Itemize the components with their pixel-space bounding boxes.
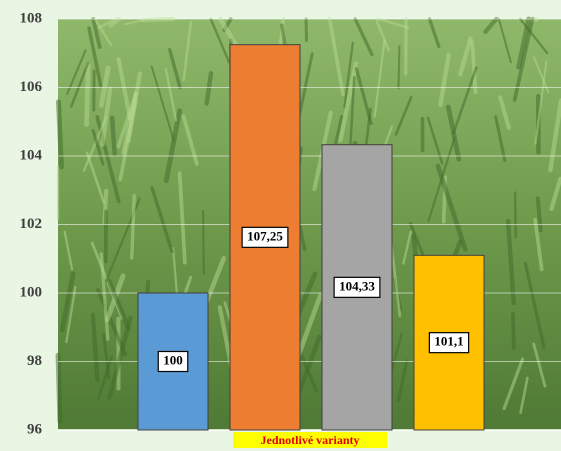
wheat-leaf <box>519 17 549 55</box>
wheat-leaf <box>202 209 205 275</box>
wheat-leaf <box>55 352 63 424</box>
wheat-leaf <box>513 191 517 239</box>
y-tick-label: 108 <box>20 10 43 26</box>
wheat-leaf <box>90 312 100 383</box>
y-tick-label: 104 <box>20 147 43 163</box>
wheat-leaf <box>164 67 178 122</box>
wheat-leaf <box>55 99 65 170</box>
wheat-leaf <box>96 288 128 357</box>
wheat-leaf <box>97 17 117 29</box>
wheat-leaf <box>98 65 111 108</box>
value-label: 107,25 <box>247 228 283 243</box>
y-tick-label: 96 <box>27 421 43 437</box>
wheat-leaf <box>91 17 102 50</box>
wheat-leaf <box>96 356 113 402</box>
wheat-leaf <box>177 171 187 265</box>
value-label-box <box>241 226 289 248</box>
wheat-leaf <box>107 315 133 400</box>
wheat-leaf <box>91 128 105 166</box>
wheat-leaf <box>397 45 401 90</box>
wheat-leaf <box>100 86 113 147</box>
wheat-leaf <box>534 60 548 145</box>
y-tick-label: 106 <box>20 79 43 95</box>
wheat-leaf <box>373 39 386 118</box>
wheat-leaf <box>209 17 231 64</box>
wheat-leaf <box>502 357 525 411</box>
wheat-leaf <box>124 17 149 26</box>
wheat-leaf <box>150 186 174 254</box>
wheat-leaf <box>535 196 543 233</box>
wheat-leaf <box>533 56 550 94</box>
wheat-leaf <box>402 230 412 265</box>
wheat-leaf <box>519 376 529 414</box>
wheat-leaf <box>494 115 507 163</box>
wheat-leaf <box>84 62 91 127</box>
wheat-leaf <box>106 278 131 331</box>
wheat-leaf <box>108 16 122 28</box>
wheat-leaf <box>102 333 111 380</box>
wheat-leaf <box>451 66 478 136</box>
wheat-leaf <box>394 95 413 136</box>
wheat-leaf <box>116 57 133 121</box>
value-label: 104,33 <box>339 278 375 293</box>
value-label-box <box>157 350 189 373</box>
wheat-leaf <box>327 17 345 97</box>
wheat-leaf <box>516 16 531 70</box>
wheat-leaf <box>63 230 74 271</box>
wheat-leaf <box>130 194 136 260</box>
wheat-leaf <box>533 217 544 272</box>
wheat-leaf <box>532 342 547 388</box>
wheat-leaf <box>512 17 535 102</box>
wheat-leaf <box>82 115 108 172</box>
wheat-leaf <box>427 17 441 49</box>
wheat-leaf <box>126 71 143 144</box>
y-tick-label: 100 <box>20 284 43 300</box>
wheat-leaf <box>163 108 183 184</box>
value-label: 101,1 <box>434 334 463 349</box>
wheat-leaf <box>109 115 117 157</box>
wheat-leaf <box>549 176 561 212</box>
wheat-leaf <box>182 20 193 82</box>
wheat-leaf <box>87 26 103 88</box>
value-label-box <box>333 276 381 298</box>
y-tick-label: 102 <box>20 216 43 232</box>
wheat-leaf <box>204 71 214 106</box>
x-label-background <box>233 432 387 448</box>
wheat-leaf <box>435 163 468 252</box>
value-label: 100 <box>163 352 183 367</box>
wheat-leaf <box>498 95 511 130</box>
wheat-leaf <box>70 61 90 108</box>
wheat-leaf <box>66 49 87 96</box>
wheat-leaf <box>168 48 182 90</box>
wheat-leaf <box>458 36 473 77</box>
wheat-leaf <box>85 151 106 205</box>
wheat-leaf <box>150 65 175 142</box>
wheat-leaf <box>59 271 76 333</box>
wheat-leaf <box>377 17 410 30</box>
wheat-leaf <box>353 17 374 57</box>
wheat-leaf <box>497 17 512 64</box>
wheat-leaf <box>511 312 516 351</box>
wheat-leaf <box>65 285 77 344</box>
wheat-leaf <box>505 218 516 306</box>
wheat-leaf <box>548 98 561 173</box>
wheat-leaf <box>483 16 499 34</box>
wheat-leaf <box>374 17 390 52</box>
wheat-leaf <box>438 52 451 108</box>
wheat-leaf <box>470 39 478 95</box>
wheat-leaf <box>99 252 110 341</box>
value-label-box <box>428 332 470 354</box>
wheat-leaf <box>93 17 113 47</box>
y-tick-label: 98 <box>27 353 42 369</box>
wheat-leaf <box>354 67 373 126</box>
wheat-leaf <box>296 293 323 359</box>
x-axis-label: Jednotlivé varianty <box>261 433 360 447</box>
wheat-leaf <box>523 261 546 349</box>
wheat-leaf <box>396 359 409 403</box>
wheat-leaf <box>343 41 354 109</box>
